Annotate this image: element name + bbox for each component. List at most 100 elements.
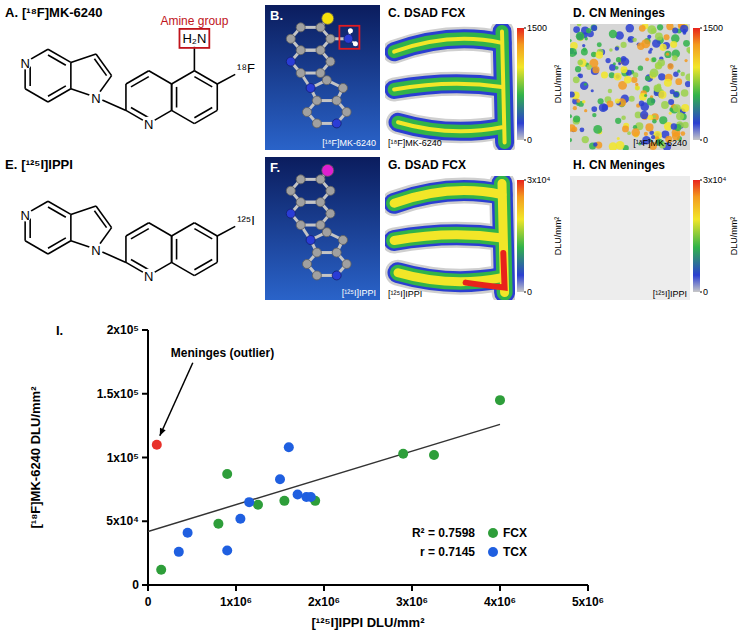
atom	[342, 108, 351, 117]
bond	[217, 74, 235, 84]
signal-speck	[570, 92, 575, 98]
signal-band	[466, 253, 505, 288]
atom-label: N	[144, 117, 153, 132]
bond	[25, 241, 48, 254]
atom	[296, 23, 305, 32]
arrow-head	[160, 428, 166, 436]
signal-speck	[616, 141, 625, 150]
x-tick	[499, 585, 501, 591]
colorbar-tick	[700, 292, 702, 293]
annotation: Meninges (outlier)	[171, 346, 274, 360]
signal-band	[394, 235, 502, 241]
signal-speck	[654, 85, 661, 92]
signal-speck	[666, 53, 669, 56]
data-point	[398, 449, 408, 459]
panel-letter: C.	[388, 6, 400, 20]
signal-speck	[599, 103, 608, 112]
atom	[316, 198, 325, 207]
atom	[312, 248, 321, 257]
colorbar-tick	[700, 180, 702, 181]
colorbar-tick-label: 1500	[527, 23, 547, 33]
signal-speck	[584, 109, 587, 112]
atom	[296, 198, 305, 207]
panel-title: DSAD FCX	[405, 158, 466, 172]
signal-speck	[572, 126, 578, 132]
data-point	[213, 519, 223, 529]
colorbar-label: DLU/mm²	[729, 65, 739, 104]
bond	[194, 110, 217, 123]
annotation-arrow	[160, 363, 193, 436]
data-point	[306, 492, 316, 502]
atom	[316, 46, 325, 55]
signal-speck	[652, 39, 661, 48]
bond	[216, 236, 218, 262]
signal-band	[394, 84, 502, 90]
atom	[316, 221, 325, 230]
signal-band	[394, 84, 502, 90]
signal-speck	[683, 40, 690, 47]
atom	[326, 34, 335, 43]
signal-speck	[672, 55, 678, 61]
atom	[332, 271, 341, 280]
signal-speck	[621, 66, 628, 73]
signal-band	[394, 39, 502, 52]
double-bond	[94, 59, 106, 76]
data-point	[284, 442, 294, 452]
signal-speck	[667, 63, 673, 69]
colorbar	[693, 28, 700, 140]
signal-speck	[592, 113, 596, 117]
plot-marks	[148, 395, 505, 575]
x-tick-label: 2x10⁶	[308, 595, 340, 609]
atom	[353, 41, 358, 46]
tissue	[570, 176, 690, 300]
signal-speck	[661, 101, 669, 109]
autoradiograph	[394, 32, 505, 143]
signal-band	[398, 122, 502, 131]
atom	[322, 76, 331, 85]
atom	[348, 28, 353, 33]
signal-speck	[591, 89, 594, 92]
signal-speck	[578, 59, 586, 67]
signal-speck	[622, 125, 629, 132]
signal-speck	[626, 24, 635, 32]
molecule-3d	[265, 157, 380, 300]
bond	[48, 49, 71, 62]
bond	[70, 62, 72, 88]
panel-letter: B.	[270, 8, 283, 23]
signal-speck	[608, 89, 612, 93]
y-axis-title: [¹⁸F]MK-6240 DLU/mm²	[28, 386, 43, 529]
bond	[171, 84, 173, 110]
signal-speck	[658, 91, 666, 99]
signal-speck	[629, 96, 635, 102]
colorbar-label: DLU/mm²	[553, 65, 563, 104]
x-tick	[323, 585, 325, 591]
data-point	[293, 489, 303, 499]
signal-band	[394, 191, 502, 204]
signal-speck	[655, 33, 663, 41]
atom	[306, 84, 315, 93]
colorbar-tick-label: 0	[703, 135, 708, 145]
atom-label: N	[20, 56, 29, 71]
signal-speck	[685, 81, 690, 87]
double-bond	[194, 229, 212, 239]
signal-speck	[658, 73, 665, 80]
signal-speck	[686, 47, 690, 53]
signal-band	[398, 273, 502, 282]
signal-speck	[639, 93, 647, 101]
signal-speck	[591, 67, 599, 75]
signal-speck	[624, 76, 631, 83]
signal-band	[394, 235, 502, 241]
panel-letter: D.	[573, 6, 585, 20]
bond	[217, 226, 235, 236]
double-bond	[131, 77, 149, 87]
atom	[332, 119, 341, 128]
panel-title: CN Meninges	[589, 158, 665, 172]
statistic: R² = 0.7598	[412, 526, 475, 540]
signal-band	[394, 84, 502, 90]
double-bond	[48, 238, 66, 248]
signal-band	[398, 273, 502, 282]
bond	[48, 201, 71, 214]
colorbar-tick	[524, 28, 526, 29]
double-bond	[94, 211, 106, 228]
bond	[125, 236, 127, 262]
